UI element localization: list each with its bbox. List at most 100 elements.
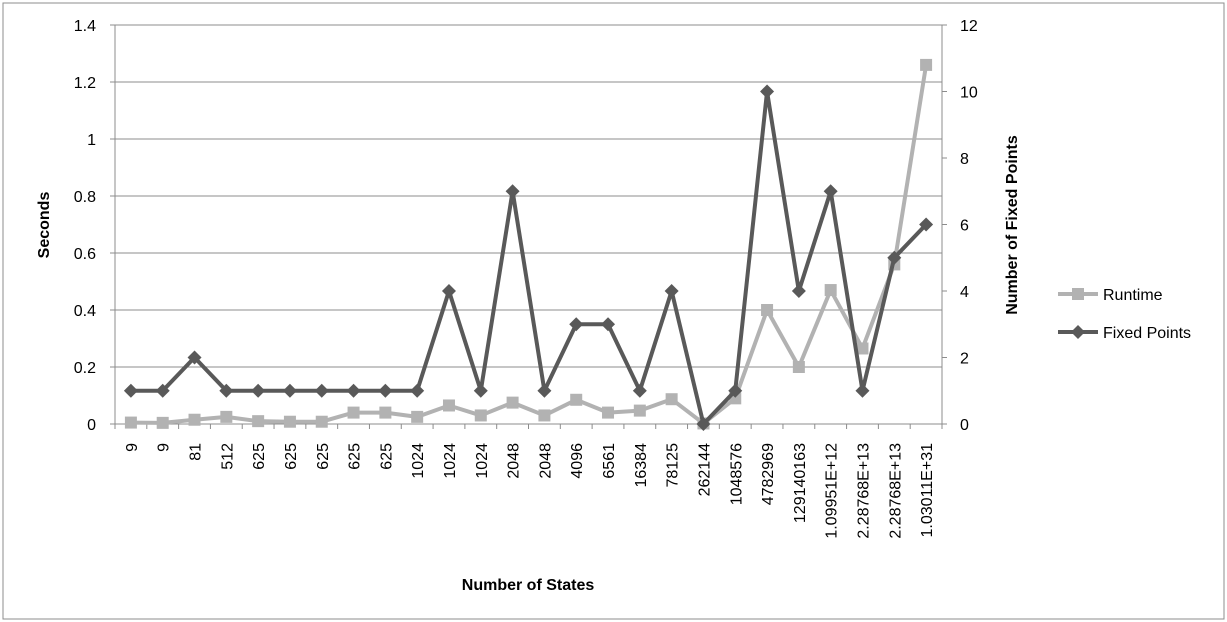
data-point-square	[1072, 288, 1084, 300]
data-point-square	[665, 393, 678, 406]
x-tick-label: 6561	[601, 443, 618, 479]
data-point-square	[411, 410, 424, 423]
x-tick-label: 9	[156, 443, 173, 452]
data-point-diamond	[632, 383, 647, 398]
y2-tick-label: 0	[960, 417, 969, 434]
data-point-square	[156, 416, 169, 429]
data-point-square	[315, 415, 328, 428]
data-point-diamond	[1071, 325, 1085, 339]
x-tick-label: 512	[219, 443, 236, 470]
data-point-diamond	[887, 250, 902, 265]
data-point-square	[792, 361, 805, 373]
data-point-square	[474, 409, 487, 422]
y2-tick-label: 10	[960, 85, 978, 102]
legend-item: Fixed Points	[1058, 325, 1191, 342]
x-tick-label: 1024	[442, 443, 459, 479]
data-point-square	[220, 410, 233, 423]
x-tick-label: 4096	[569, 443, 586, 479]
data-point-square	[602, 406, 615, 419]
data-point-diamond	[919, 217, 934, 232]
x-tick-label: 2048	[506, 443, 523, 479]
legend-item: Runtime	[1058, 287, 1163, 304]
series-group	[123, 58, 934, 431]
data-point-diamond	[187, 350, 202, 365]
y-tick-label: 0.4	[74, 303, 96, 320]
data-point-diamond	[410, 383, 425, 398]
data-point-diamond	[123, 383, 138, 398]
data-point-diamond	[155, 383, 170, 398]
data-point-diamond	[378, 383, 393, 398]
x-tick-label: 625	[315, 443, 332, 470]
y2-tick-label: 4	[960, 284, 969, 301]
y-tick-label: 1	[87, 132, 96, 149]
data-point-diamond	[537, 383, 552, 398]
x-tick-label: 2.28768E+13	[855, 443, 872, 539]
legend-label: Fixed Points	[1103, 325, 1191, 342]
data-point-diamond	[601, 317, 616, 332]
x-tick-label: 4782969	[760, 443, 777, 505]
data-point-diamond	[282, 383, 297, 398]
x-tick-label: 262144	[696, 443, 713, 496]
y-tick-label: 0	[87, 417, 96, 434]
y2-tick-label: 6	[960, 218, 969, 235]
y-tick-label: 1.2	[74, 75, 96, 92]
data-point-square	[920, 58, 933, 71]
y2-tick-label: 8	[960, 151, 969, 168]
data-point-square	[124, 416, 137, 429]
data-point-square	[856, 342, 869, 355]
data-point-diamond	[569, 317, 584, 332]
x-tick-label: 129140163	[792, 443, 809, 523]
data-point-diamond	[441, 284, 456, 298]
y2-tick-label: 12	[960, 18, 978, 35]
x-tick-label: 1024	[474, 443, 491, 479]
data-point-diamond	[696, 417, 711, 431]
data-point-square	[506, 396, 519, 409]
series-runtime	[124, 58, 933, 430]
data-point-diamond	[251, 383, 266, 398]
x-tick-label: 2048	[537, 443, 554, 479]
y-tick-label: 1.4	[74, 18, 96, 35]
data-point-square	[538, 409, 551, 422]
y-axis-title: Seconds	[36, 192, 53, 259]
y2-axis-title: Number of Fixed Points	[1004, 135, 1021, 315]
x-tick-label: 16384	[633, 443, 650, 488]
x-tick-label: 9	[124, 443, 141, 452]
x-axis-title: Number of States	[462, 577, 595, 594]
data-point-square	[824, 284, 837, 297]
x-tick-label: 625	[251, 443, 268, 470]
data-point-diamond	[505, 184, 520, 199]
y-tick-label: 0.8	[74, 189, 96, 206]
data-point-diamond	[760, 84, 775, 99]
x-tick-label: 78125	[665, 443, 682, 488]
x-tick-label: 1048576	[728, 443, 745, 505]
data-point-diamond	[728, 383, 743, 398]
data-point-square	[252, 415, 265, 428]
data-point-square	[283, 415, 296, 428]
x-tick-label: 1.03011E+31	[919, 443, 936, 538]
gridlines	[115, 24, 942, 425]
data-point-square	[761, 304, 774, 316]
x-tick-label: 1.09951E+12	[824, 443, 841, 539]
data-point-square	[633, 404, 646, 417]
x-tick-label: 625	[378, 443, 395, 470]
data-point-diamond	[346, 383, 361, 398]
x-tick-label: 81	[188, 443, 205, 461]
series-fixed-points	[123, 84, 934, 431]
data-point-diamond	[855, 383, 870, 398]
x-tick-label: 625	[283, 443, 300, 470]
data-point-diamond	[473, 383, 488, 398]
data-point-diamond	[823, 184, 838, 199]
data-point-square	[442, 399, 455, 412]
data-point-diamond	[664, 284, 679, 298]
data-point-diamond	[314, 383, 329, 398]
data-point-square	[347, 406, 360, 419]
legend-label: Runtime	[1103, 287, 1163, 304]
data-point-square	[188, 413, 201, 426]
x-tick-label: 1024	[410, 443, 427, 479]
data-point-diamond	[219, 383, 234, 398]
x-tick-label: 625	[347, 443, 364, 470]
data-point-square	[379, 406, 392, 419]
y2-tick-label: 2	[960, 351, 969, 368]
